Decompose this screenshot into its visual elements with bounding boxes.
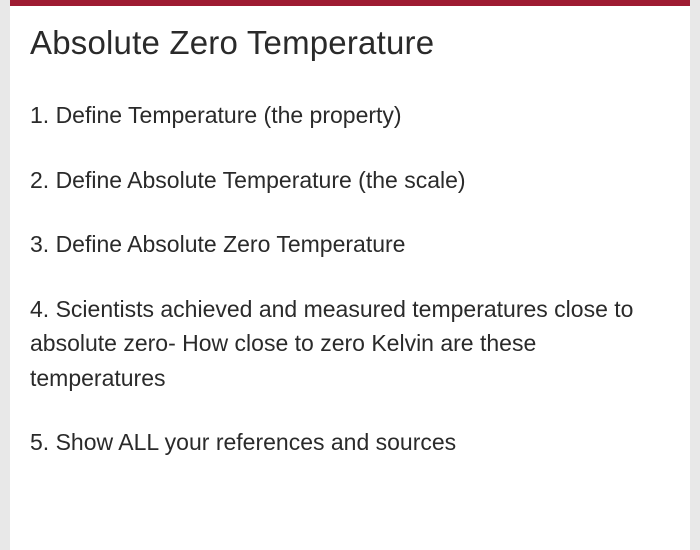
list-item: 2. Define Absolute Temperature (the scal… bbox=[30, 163, 670, 198]
list-item: 3. Define Absolute Zero Temperature bbox=[30, 227, 670, 262]
document-card: Absolute Zero Temperature 1. Define Temp… bbox=[10, 0, 690, 550]
list-item: 1. Define Temperature (the property) bbox=[30, 98, 670, 133]
list-item: 5. Show ALL your references and sources bbox=[30, 425, 670, 460]
list-item: 4. Scientists achieved and measured temp… bbox=[30, 292, 670, 396]
page-title: Absolute Zero Temperature bbox=[30, 24, 670, 62]
